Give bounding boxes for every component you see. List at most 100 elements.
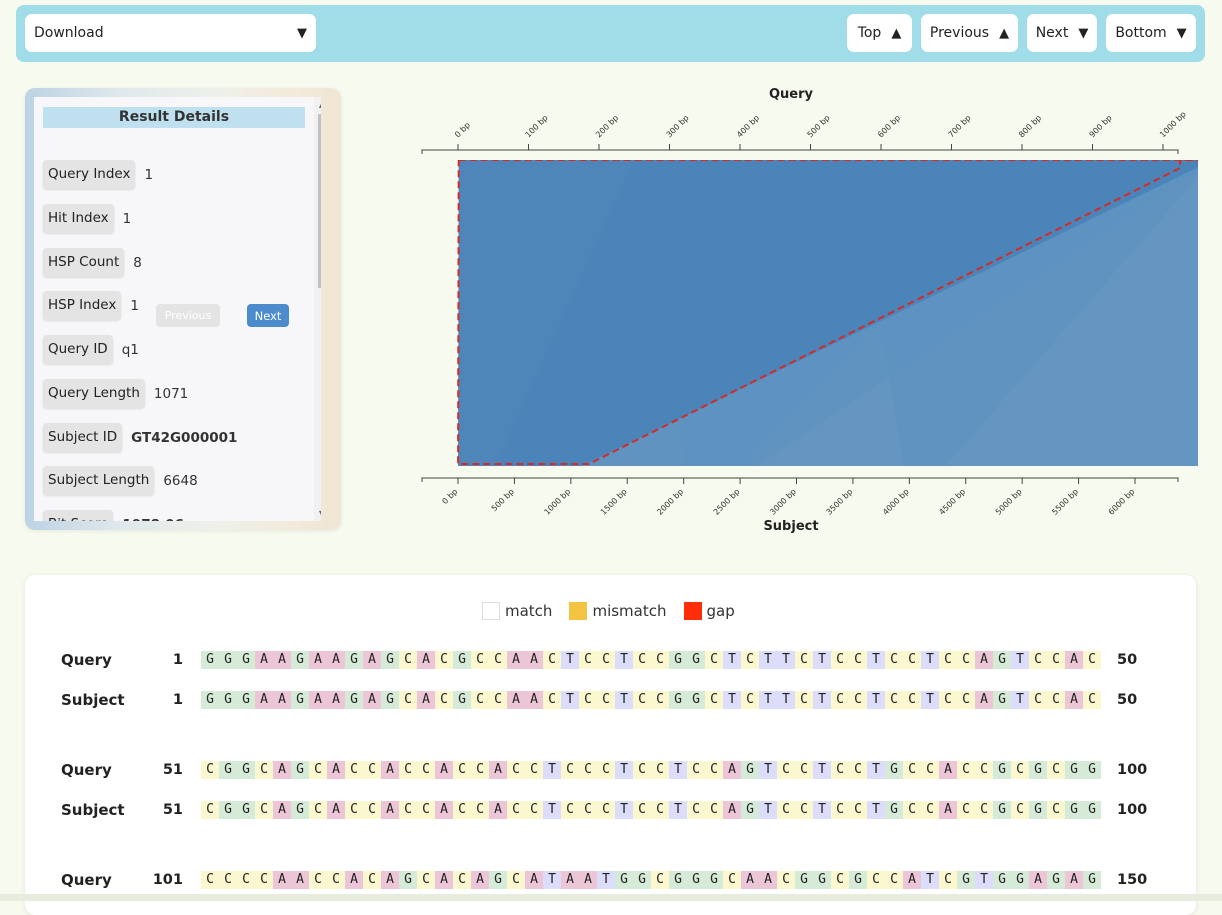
base-cell: C [327,871,345,889]
base-cell: C [417,801,435,819]
base-cell: C [741,691,759,709]
base-cell: C [1011,761,1029,779]
base-cell: C [363,801,381,819]
base-cell: C [723,871,741,889]
base-cell: C [255,871,273,889]
hsp-ribbon-primary[interactable] [495,160,1210,466]
base-cell: C [1029,691,1047,709]
base-cell: T [759,801,777,819]
base-cell: T [669,761,687,779]
page-bottom-edge [0,894,1222,901]
base-cell: C [849,761,867,779]
base-cell: G [291,691,309,709]
query-tick-label: 1000 bp [1158,110,1188,140]
base-cell: C [831,651,849,669]
sequence-alignment-panel: match mismatch gap Query 1 G G G A A G A A G A G C A C G… [25,575,1196,915]
base-cell: C [507,801,525,819]
base-cell: A [723,761,741,779]
base-cell: C [579,651,597,669]
base-cell: T [615,801,633,819]
base-cell: A [327,761,345,779]
base-cell: G [615,871,633,889]
base-cell: C [507,761,525,779]
base-cell: G [219,691,237,709]
base-cell: G [237,801,255,819]
subject-tick-label: 500 bp [490,487,516,513]
base-cell: C [345,801,363,819]
query-tick-label: 0 bp [453,120,472,139]
base-cell: C [831,761,849,779]
legend-match-swatch [482,602,500,620]
base-cell: C [1047,761,1065,779]
top-toolbar: Download ▼ Top ▲ Previous ▲ Next ▼ Botto… [16,5,1205,62]
base-cell: C [435,651,453,669]
row-end-position: 50 [1117,652,1138,668]
base-cell: T [813,691,831,709]
base-cell: C [705,761,723,779]
base-cell: G [381,691,399,709]
detail-subject-length: Subject Length 6648 [43,466,198,495]
base-cell: T [867,801,885,819]
legend-gap-swatch [683,602,702,620]
hsp-previous-button[interactable]: Previous [156,304,220,327]
top-button[interactable]: Top ▲ [847,14,912,52]
base-cell: C [363,761,381,779]
base-cell: A [759,871,777,889]
base-cell: A [525,691,543,709]
subject-axis-title: Subject [763,519,818,534]
base-cell: C [777,801,795,819]
base-cell: A [939,801,957,819]
base-cell: G [1029,761,1047,779]
scroll-up-icon[interactable]: ▲ [317,100,321,109]
base-cell: C [795,761,813,779]
previous-button[interactable]: Previous ▲ [921,14,1018,52]
detail-value: 1 [122,210,132,227]
base-cell: C [597,691,615,709]
row-start-position: 101 [152,872,183,888]
base-cell: G [453,651,471,669]
base-cell: C [579,691,597,709]
base-cell: G [291,801,309,819]
result-details-scroll-area[interactable]: Result Details Query Index 1 Hit Index 1… [34,97,321,521]
query-tick-label: 500 bp [806,113,832,139]
base-cell: G [291,651,309,669]
base-cell: T [615,761,633,779]
base-cell: C [219,871,237,889]
legend: match mismatch gap [482,602,752,620]
scroll-thumb[interactable] [318,114,321,288]
base-cell: C [309,801,327,819]
bottom-label: Bottom [1115,25,1167,41]
base-cell: C [957,761,975,779]
scroll-down-icon[interactable]: ▼ [317,509,321,518]
base-cell: C [867,871,885,889]
detail-label: Subject ID [43,423,123,452]
base-cell: A [309,651,327,669]
base-cell: C [471,651,489,669]
base-cell: G [993,871,1011,889]
query-axis-line [421,149,1179,154]
base-cell: C [1083,651,1101,669]
alignment-graphic: Query Subject 0 bp 100 bp 200 bp 300 bp 400 bp… [421,87,1210,534]
result-details-header: Result Details [43,107,305,128]
detail-value: 1 [144,166,154,183]
base-cell: C [687,761,705,779]
base-cell: G [633,871,651,889]
bottom-button[interactable]: Bottom ▼ [1106,14,1196,52]
subject-tick-label: 1000 bp [543,487,573,517]
next-button[interactable]: Next ▼ [1027,14,1097,52]
base-cell: A [417,691,435,709]
legend-gap: gap [683,602,735,620]
base-cell: G [1065,761,1083,779]
base-cell: C [921,761,939,779]
download-dropdown[interactable]: Download ▼ [25,14,316,52]
base-cell: G [489,871,507,889]
next-label: Next [1035,25,1069,41]
details-scrollbar[interactable]: ▲ ▼ [314,97,321,521]
base-cell: G [219,761,237,779]
base-cell: C [939,871,957,889]
alignment-row-subject: Subject 51 C G G C A G C A C C A C C A C C A C C T C C C T C C T C C A G… [25,800,1196,820]
hsp-next-button[interactable]: Next [247,304,289,327]
